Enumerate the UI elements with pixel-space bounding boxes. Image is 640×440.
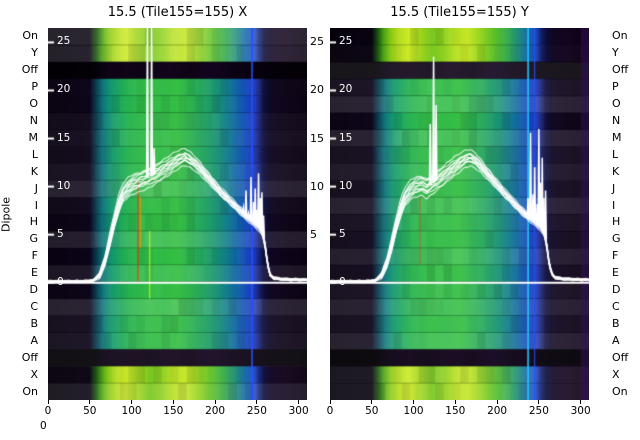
x-tick-mark — [214, 400, 216, 404]
x-tick-label: 50 — [365, 405, 379, 417]
dipole-label: J — [34, 181, 38, 195]
dipole-label: A — [612, 333, 620, 347]
x-tick-label: 250 — [246, 405, 267, 417]
x-tick-label: 200 — [205, 405, 226, 417]
x-tick-mark — [172, 400, 174, 404]
panel-y: 15.5 (Tile155=155) Y 25 20 15 10 5 0 0 50 100 15… — [327, 0, 591, 440]
dipole-label: A — [30, 333, 38, 347]
x-tick-label: 0 — [326, 405, 334, 417]
dipole-label: B — [30, 316, 38, 330]
panel-x-heatmap-canvas — [48, 28, 307, 400]
dipole-label: N — [612, 114, 621, 127]
dipole-label: E — [31, 266, 38, 280]
x-tick-label: 300 — [288, 405, 309, 417]
dipole-label: N — [29, 114, 38, 127]
dipole-label: J — [612, 181, 616, 195]
dipole-label: K — [30, 164, 38, 178]
dipole-label: Y — [612, 46, 619, 60]
y-tick-label: 15 — [310, 131, 324, 145]
dipole-label: I — [612, 198, 616, 212]
dipole-label: Off — [21, 63, 38, 77]
dipole-labels-right: On Y Off P O N M L K J I H G F E D C B A Off X On — [610, 0, 640, 440]
dipole-label: M — [28, 130, 39, 144]
dipole-label: D — [29, 283, 38, 297]
dipole-label: Y — [31, 46, 38, 60]
dipole-label: E — [612, 266, 619, 280]
panel-x-title: 15.5 (Tile155=155) X — [107, 5, 248, 20]
dipole-label: D — [612, 283, 621, 297]
secondary-y-tick-labels: 25 20 15 10 5 — [308, 0, 330, 440]
x-tick-mark — [131, 400, 133, 404]
panel-x-x-ticks: 0 50 100 150 200 250 300 — [45, 400, 309, 426]
x-tick-mark — [329, 400, 331, 404]
dipole-label: G — [612, 232, 621, 246]
panel-y-x-ticks: 0 50 100 150 200 250 300 — [327, 400, 591, 426]
x-tick-mark — [538, 400, 540, 404]
dipole-label: Off — [21, 350, 38, 364]
dipole-label: F — [612, 249, 619, 263]
x-tick-mark — [298, 400, 300, 404]
dipole-label: On — [612, 384, 628, 398]
dipole-label: X — [30, 367, 38, 381]
dipole-label: K — [612, 164, 620, 178]
dipole-label: I — [34, 198, 38, 212]
dipole-label: L — [612, 147, 619, 161]
dipole-label: P — [31, 80, 38, 94]
x-tick-label: 100 — [403, 405, 424, 417]
x-tick-label: 150 — [445, 405, 466, 417]
dipole-labels-left: On Y Off P O N M L K J I H G F E D C B A Off X On — [0, 0, 42, 440]
x-tick-mark — [89, 400, 91, 404]
dipole-label: C — [30, 300, 38, 313]
y-tick-label: 5 — [310, 227, 317, 241]
dipole-label: On — [22, 384, 38, 398]
x-tick-label: 150 — [163, 405, 184, 417]
x-tick-label: 100 — [121, 405, 142, 417]
x-tick-mark — [496, 400, 498, 404]
dipole-label: On — [612, 29, 628, 43]
x-tick-label: 300 — [570, 405, 591, 417]
x-tick-mark — [413, 400, 415, 404]
panel-y-title: 15.5 (Tile155=155) Y — [390, 5, 529, 20]
dipole-label: O — [29, 97, 38, 111]
x-tick-label: 200 — [487, 405, 508, 417]
dipole-label: B — [612, 316, 620, 330]
panel-y-heatmap-canvas — [330, 28, 589, 400]
dipole-label: C — [612, 300, 620, 313]
x-origin-label: 0 — [40, 420, 47, 432]
dipole-label: O — [612, 97, 621, 111]
x-tick-label: 50 — [83, 405, 97, 417]
x-tick-mark — [454, 400, 456, 404]
dipole-label: X — [612, 367, 620, 381]
x-tick-mark — [580, 400, 582, 404]
dipole-label: M — [612, 130, 622, 144]
y-tick-label: 25 — [310, 35, 324, 49]
x-tick-mark — [47, 400, 49, 404]
dipole-label: H — [612, 215, 621, 229]
y-tick-label: 20 — [310, 83, 324, 97]
x-tick-label: 250 — [528, 405, 549, 417]
dipole-label: H — [29, 215, 38, 229]
x-tick-mark — [371, 400, 373, 404]
dipole-label: On — [22, 29, 38, 43]
dipole-label: F — [31, 249, 38, 263]
dipole-label: Off — [612, 350, 629, 364]
dipole-label: P — [612, 80, 619, 94]
panel-x: 15.5 (Tile155=155) X 25 20 15 10 5 0 0 50 100 15… — [45, 0, 309, 440]
dipole-label: L — [31, 147, 38, 161]
x-tick-label: 0 — [44, 405, 52, 417]
dipole-label: Off — [612, 63, 629, 77]
y-tick-label: 10 — [310, 179, 324, 193]
dipole-label: G — [29, 232, 38, 246]
x-tick-mark — [256, 400, 258, 404]
